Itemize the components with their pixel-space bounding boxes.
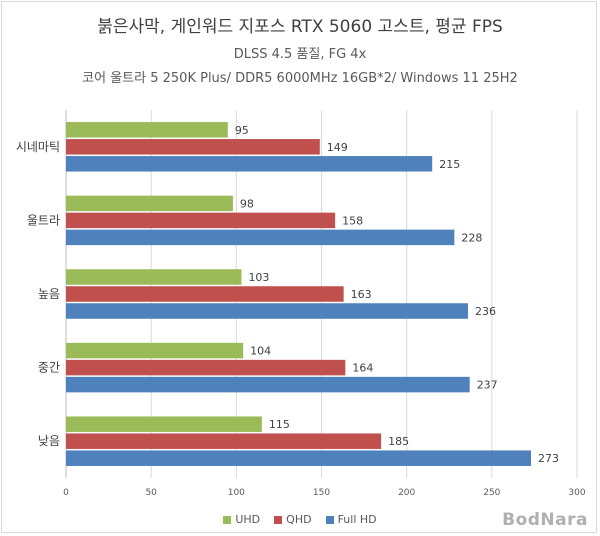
bar [66,450,532,466]
data-label: 98 [240,197,254,210]
data-label: 228 [461,231,482,244]
data-label: 237 [477,379,498,392]
bar [66,156,433,172]
category-label: 울트라 [27,213,60,227]
data-label: 104 [250,345,271,358]
legend-swatch [325,515,334,524]
bar [66,303,468,319]
data-label: 115 [269,418,290,431]
bodnara-watermark: BodNara [502,510,588,530]
chart-subtitle-2: 코어 울트라 5 250K Plus/ DDR5 6000MHz 16GB*2/… [82,71,518,86]
bar [66,229,455,246]
bar [66,416,262,432]
data-label: 236 [475,305,496,318]
x-tick-label: 50 [145,488,157,498]
bar [66,212,336,229]
legend-label: QHD [286,513,312,526]
x-tick-label: 100 [228,488,245,498]
legend-item: UHD [223,513,260,526]
bar [66,359,346,376]
category-label: 시네마틱 [16,140,60,154]
data-label: 103 [248,271,269,284]
x-tick-label: 200 [398,488,415,498]
x-tick-label: 150 [313,488,330,498]
chart-legend: UHD QHD Full HD [0,513,600,526]
category-label: 낮음 [38,434,60,448]
bar [66,376,470,393]
data-label: 215 [439,158,460,171]
x-tick-label: 250 [483,488,500,498]
bar [66,195,233,212]
legend-swatch [223,515,232,524]
data-label: 158 [342,214,363,227]
legend-item: QHD [274,513,312,526]
data-label: 273 [538,452,559,465]
bar [66,269,242,285]
chart-subtitle: DLSS 4.5 품질, FG 4x [233,47,367,62]
x-tick-label: 0 [63,488,69,498]
data-label: 185 [388,435,409,448]
legend-swatch [274,515,283,524]
data-label: 164 [352,362,373,375]
category-label: 중간 [38,361,60,375]
category-label: 높음 [38,287,60,301]
data-label: 95 [235,124,249,137]
legend-label: Full HD [337,513,377,526]
legend-item: Full HD [325,513,377,526]
chart-title: 붉은사막, 게인워드 지포스 RTX 5060 고스트, 평균 FPS [97,17,503,37]
data-label: 163 [351,288,372,301]
bar [66,122,228,138]
bar [66,286,344,302]
legend-label: UHD [235,513,261,526]
bar [66,139,320,155]
bar [66,433,382,449]
x-tick-label: 300 [568,488,585,498]
data-label: 149 [327,141,348,154]
bar [66,342,244,359]
